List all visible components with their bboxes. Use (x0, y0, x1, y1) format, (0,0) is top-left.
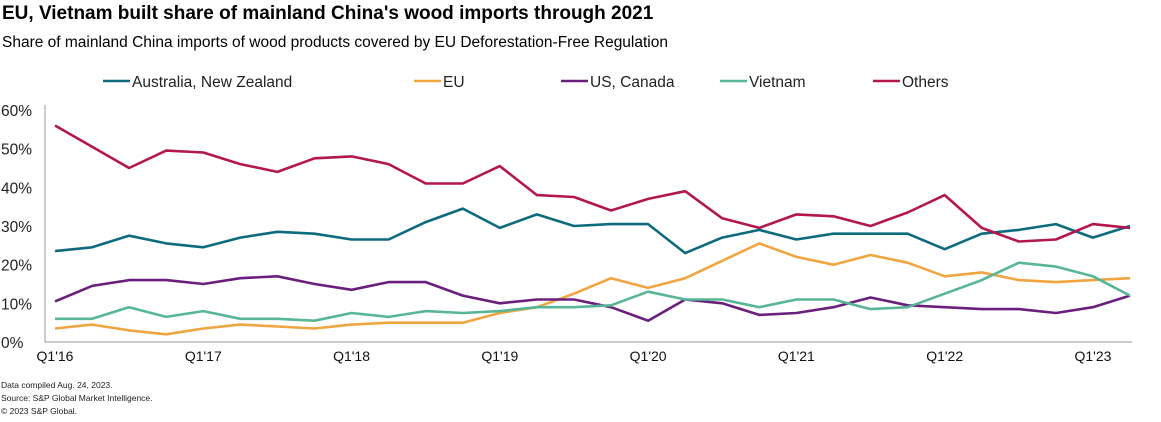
chart-title: EU, Vietnam built share of mainland Chin… (2, 3, 654, 24)
legend-label: EU (443, 74, 465, 91)
y-tick-label: 40% (1, 180, 32, 197)
y-tick-label: 50% (1, 142, 32, 159)
footer-copyright: © 2023 S&P Global. (1, 406, 78, 416)
x-tick-label: Q1'22 (926, 348, 963, 364)
legend-label: Others (902, 74, 949, 91)
x-tick-label: Q1'18 (333, 348, 370, 364)
legend-label: US, Canada (590, 74, 675, 91)
series-line-others (54, 124, 1131, 243)
series-line-vietnam (55, 261, 1131, 323)
y-tick-label: 0% (1, 335, 24, 352)
legend-label: Australia, New Zealand (132, 74, 292, 91)
series-line-eu (54, 242, 1131, 336)
y-tick-label: 20% (1, 258, 32, 275)
series-line-us-canada (54, 274, 1131, 323)
chart-subtitle: Share of mainland China imports of wood … (2, 34, 668, 51)
x-tick-label: Q1'19 (481, 348, 518, 364)
x-tick-label: Q1'20 (630, 348, 667, 364)
y-tick-label: 30% (1, 219, 32, 236)
x-tick-label: Q1'23 (1074, 348, 1111, 364)
legend-label: Vietnam (749, 74, 806, 91)
x-tick-label: Q1'16 (37, 348, 74, 364)
series-line-australia-new-zealand (54, 207, 1131, 255)
x-tick-label: Q1'17 (185, 348, 222, 364)
y-tick-label: 60% (1, 103, 32, 120)
footer-source: Source: S&P Global Market Intelligence. (1, 393, 153, 403)
y-tick-label: 10% (1, 296, 32, 313)
x-tick-label: Q1'21 (778, 348, 815, 364)
footer-note: Data compiled Aug. 24, 2023. (1, 380, 113, 390)
